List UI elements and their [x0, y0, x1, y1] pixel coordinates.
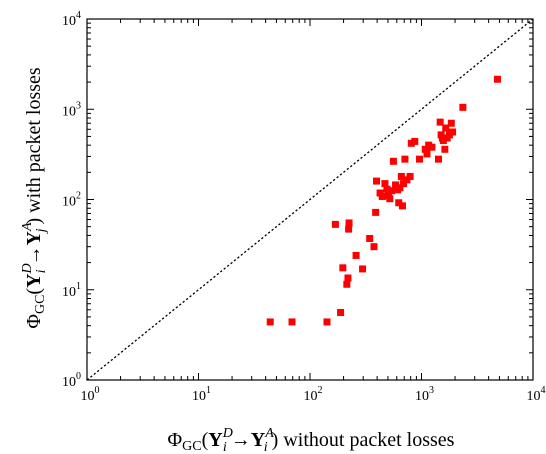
y-tick-label-2: 102 — [62, 191, 81, 210]
data-point-5 — [339, 264, 347, 272]
y-tick-label-3: 103 — [62, 100, 81, 119]
data-point-4 — [337, 308, 345, 316]
x-tick-label-0: 100 — [81, 385, 100, 404]
data-point-14 — [370, 243, 378, 251]
data-point-42 — [434, 155, 442, 163]
y-tick-label-0: 100 — [62, 371, 81, 390]
data-point-38 — [421, 145, 429, 153]
axis-ticks — [86, 18, 534, 381]
plot-area: 100 101 102 103 104 100 101 102 103 104 — [62, 10, 546, 404]
data-point-12 — [359, 265, 367, 273]
data-point-30 — [398, 202, 406, 210]
data-points — [266, 75, 501, 326]
data-point-48 — [442, 124, 450, 132]
data-point-16 — [373, 177, 381, 185]
data-point-3 — [323, 318, 331, 326]
data-point-34 — [406, 172, 414, 180]
data-point-27 — [395, 199, 403, 207]
data-point-41 — [428, 143, 436, 151]
y-tick-label-1: 101 — [62, 281, 81, 300]
y-axis-label: ΦGC(YDi→YAj) with packet losses — [20, 67, 49, 329]
data-point-31 — [400, 180, 408, 188]
data-point-47 — [441, 145, 449, 153]
data-point-32 — [401, 155, 409, 163]
data-point-29 — [397, 172, 405, 180]
data-point-36 — [411, 137, 419, 145]
data-point-8 — [331, 220, 339, 228]
x-axis-label: ΦGC(YD i →YA i) without packet losses — [168, 426, 455, 454]
x-tick-label-3: 103 — [415, 385, 434, 404]
axis-tick-labels: 100 101 102 103 104 100 101 102 103 104 — [62, 10, 546, 404]
data-point-19 — [381, 180, 389, 188]
data-point-46 — [439, 137, 447, 145]
data-point-20 — [383, 185, 391, 193]
data-point-37 — [416, 155, 424, 163]
data-point-9 — [345, 225, 353, 233]
reference-line-y-equals-x — [86, 18, 534, 381]
data-point-28 — [396, 184, 404, 192]
data-point-11 — [352, 251, 360, 259]
data-point-10 — [345, 219, 353, 227]
data-point-22 — [386, 195, 394, 203]
x-tick-label-1: 101 — [192, 385, 211, 404]
data-point-6 — [343, 280, 351, 288]
data-point-39 — [423, 150, 431, 158]
data-point-24 — [389, 157, 397, 165]
x-tick-label-4: 104 — [527, 385, 546, 404]
y-tick-label-4: 104 — [62, 10, 81, 29]
data-point-18 — [378, 192, 386, 200]
data-point-7 — [344, 274, 352, 282]
data-point-25 — [392, 181, 400, 189]
data-point-15 — [372, 208, 380, 216]
data-point-51 — [447, 119, 455, 127]
data-point-23 — [388, 187, 396, 195]
data-point-1 — [266, 318, 274, 326]
x-tick-label-2: 102 — [304, 385, 323, 404]
data-point-43 — [436, 118, 444, 126]
data-point-52 — [449, 128, 457, 136]
data-point-13 — [366, 234, 374, 242]
data-point-54 — [493, 75, 501, 83]
data-point-2 — [288, 318, 296, 326]
data-point-53 — [459, 103, 467, 111]
